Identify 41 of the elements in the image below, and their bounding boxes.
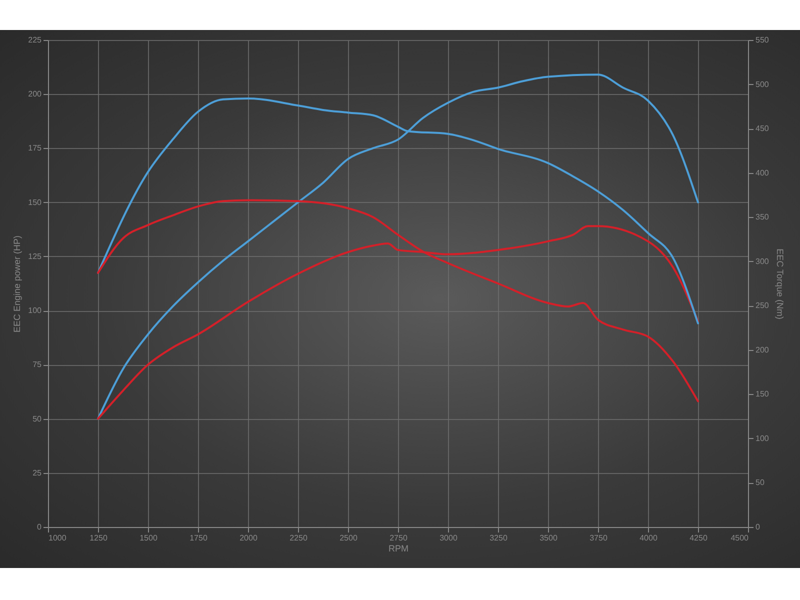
x-tick-label: 1000 <box>48 534 67 542</box>
x-tick-label: 3750 <box>590 534 608 542</box>
x-tick-label: 2750 <box>390 534 408 542</box>
y2-tick-label: 0 <box>756 522 760 532</box>
y-tick-label: 25 <box>32 468 42 478</box>
y2-tick-label: 250 <box>756 301 770 310</box>
y-tick-label: 0 <box>37 522 42 532</box>
y2-tick-label: 550 <box>756 36 770 44</box>
y2-tick-label: 500 <box>756 80 770 89</box>
x-tick-label: 2250 <box>290 534 308 542</box>
y-axis-title: EEC Engine power (HP) <box>12 235 22 333</box>
y2-tick-label: 100 <box>756 434 770 443</box>
y2-tick-label: 200 <box>756 345 770 354</box>
y-tick-label: 75 <box>32 360 42 370</box>
x-tick-label: 1250 <box>90 534 108 542</box>
y-tick-label: 200 <box>28 90 42 99</box>
x-axis-title: RPM <box>388 544 408 554</box>
x-tick-label: 3500 <box>540 534 558 542</box>
x-tick-label: 4000 <box>640 534 658 542</box>
y2-tick-label: 150 <box>756 390 770 399</box>
x-tick-label: 3000 <box>440 534 458 542</box>
y-tick-label: 100 <box>28 306 42 316</box>
y-tick-label: 225 <box>28 36 42 44</box>
y2-axis-title: EEC Torque (Nm) <box>774 248 785 320</box>
x-tick-label: 1750 <box>190 534 208 542</box>
x-tick-label: 2000 <box>240 534 258 542</box>
y2-tick-label: 450 <box>756 124 770 134</box>
x-tick-label: 4500 <box>730 534 750 542</box>
y-tick-label: 175 <box>28 144 42 153</box>
x-tick-label: 4250 <box>690 534 708 542</box>
x-tick-label: 3250 <box>490 534 508 542</box>
y2-tick-label: 400 <box>756 168 770 178</box>
y-tick-label: 125 <box>28 252 42 261</box>
x-tick-label: 2500 <box>340 534 358 542</box>
y-tick-label: 50 <box>32 414 42 424</box>
y2-tick-label: 50 <box>756 478 765 488</box>
y-tick-label: 150 <box>28 198 42 207</box>
line-series <box>97 74 699 420</box>
y2-tick-label: 300 <box>756 256 770 266</box>
x-tick-label: 1500 <box>140 534 158 542</box>
y2-tick-label: 350 <box>756 212 770 222</box>
